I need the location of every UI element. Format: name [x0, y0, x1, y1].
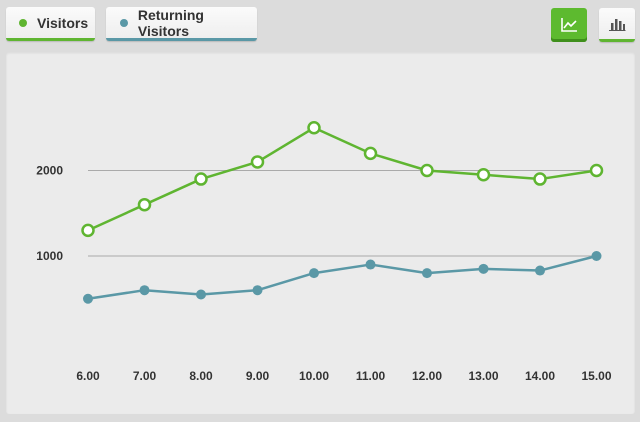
x-tick-label: 14.00	[525, 369, 555, 383]
data-point-visitors	[137, 197, 152, 212]
data-point-visitors	[194, 172, 208, 186]
y-tick-label: 1000	[36, 249, 63, 263]
legend-returning-label: Returning Visitors	[137, 6, 204, 39]
data-point-visitors	[81, 223, 95, 238]
x-tick-label: 12.00	[412, 369, 442, 383]
data-point-returning	[139, 285, 150, 296]
x-tick-label: 15.00	[581, 369, 611, 383]
data-point-returning	[309, 268, 319, 279]
returning-dot-icon	[120, 18, 128, 27]
chart-toolbar: Visitors Returning Visitors	[0, 0, 640, 52]
x-tick-label: 11.00	[356, 369, 386, 383]
x-tick-label: 8.00	[189, 369, 213, 383]
series-line-visitors	[87, 126, 597, 232]
x-tick-label: 9.00	[246, 369, 270, 383]
y-tick-label: 2000	[36, 164, 63, 178]
bar-chart-icon	[609, 18, 626, 31]
data-point-visitors	[363, 146, 378, 161]
data-point-returning	[422, 268, 432, 279]
bar-chart-button[interactable]	[599, 8, 635, 42]
data-point-returning	[535, 265, 545, 276]
data-point-visitors	[307, 121, 321, 135]
x-tick-label: 7.00	[133, 369, 157, 383]
data-point-visitors	[476, 168, 491, 182]
legend-returning-toggle[interactable]: Returning Visitors	[106, 7, 257, 41]
data-point-returning	[252, 285, 263, 296]
series-line-returning	[87, 254, 597, 300]
x-tick-label: 6.00	[76, 369, 100, 383]
chart-panel	[6, 52, 635, 414]
data-point-returning	[365, 259, 376, 270]
data-point-visitors	[250, 155, 265, 169]
legend-visitors-label: Visitors	[37, 14, 89, 31]
x-tick-label: 10.00	[299, 369, 329, 383]
visitors-dot-icon	[19, 18, 27, 27]
line-chart-icon	[561, 18, 577, 32]
x-tick-label: 13.00	[468, 369, 498, 383]
line-chart-button[interactable]	[551, 8, 587, 42]
data-point-returning	[83, 293, 93, 304]
data-point-returning	[591, 251, 602, 261]
data-point-returning	[478, 263, 489, 274]
legend-visitors-toggle[interactable]: Visitors	[6, 7, 95, 41]
data-point-visitors	[420, 163, 434, 178]
data-point-visitors	[533, 172, 547, 186]
data-point-returning	[196, 289, 206, 300]
data-point-visitors	[589, 163, 604, 178]
